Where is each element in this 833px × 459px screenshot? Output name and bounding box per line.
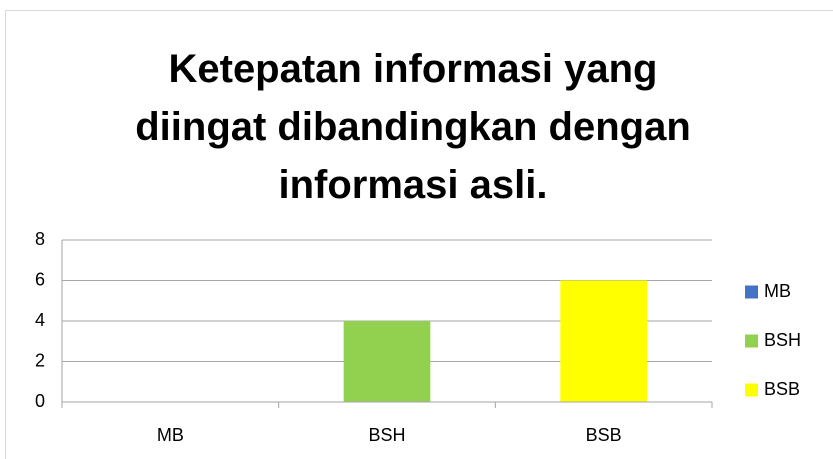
- legend-label: BSB: [764, 379, 800, 399]
- chart-title: Ketepatan informasi yang diingat dibandi…: [135, 47, 691, 207]
- x-tick-label: BSB: [586, 425, 622, 445]
- y-tick-label: 4: [35, 310, 45, 330]
- bar: [343, 321, 431, 402]
- legend-label: MB: [764, 281, 791, 301]
- legend-label: BSH: [764, 330, 801, 350]
- legend-swatch: [745, 383, 758, 397]
- y-tick-label: 2: [35, 350, 45, 370]
- x-tick-label: BSH: [368, 425, 405, 445]
- y-tick-label: 8: [35, 229, 45, 249]
- legend-swatch: [745, 285, 758, 299]
- bar: [560, 280, 647, 402]
- y-tick-label: 0: [35, 391, 45, 411]
- x-tick-label: MB: [157, 425, 184, 445]
- legend-swatch: [745, 334, 758, 348]
- y-tick-label: 6: [35, 269, 45, 289]
